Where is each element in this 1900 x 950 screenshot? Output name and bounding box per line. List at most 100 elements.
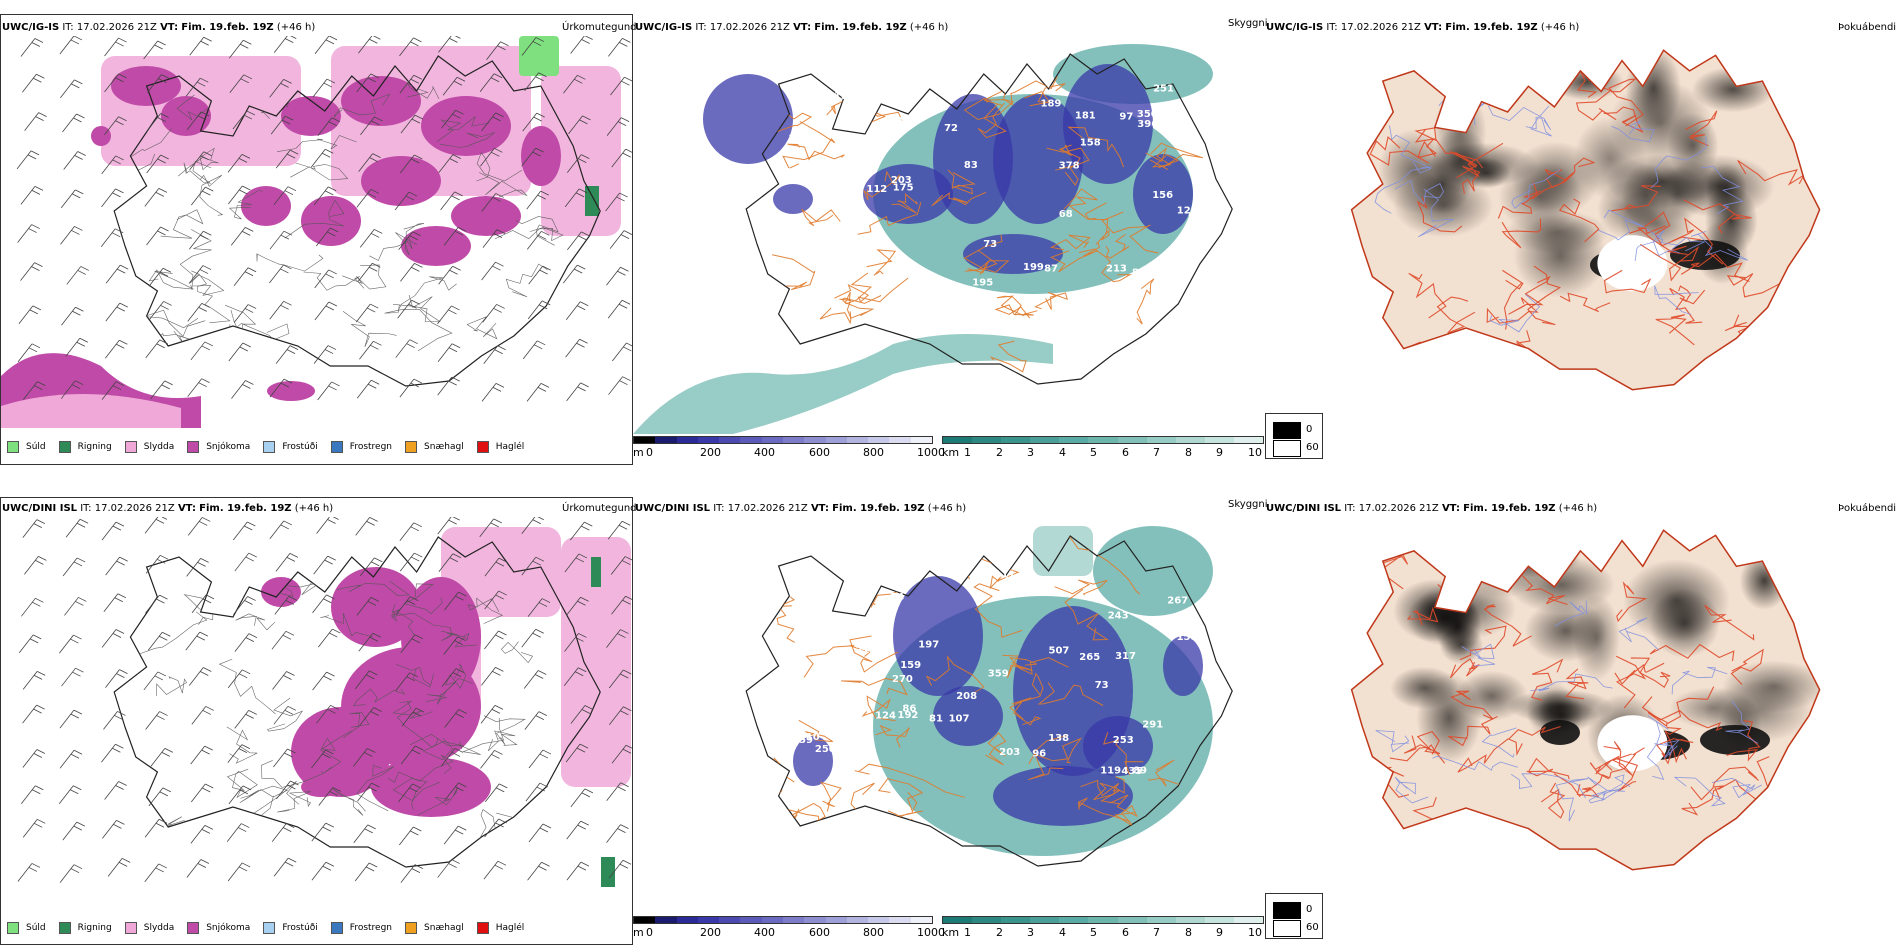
- fog-title-bottom: Þokuábendi: [1838, 503, 1897, 514]
- snow-area: [241, 186, 291, 226]
- scale-segment: [1088, 437, 1118, 443]
- visibility-value-label: 317: [1115, 651, 1136, 662]
- fog-legend-low-swatch: [1273, 422, 1301, 439]
- it-label: IT:: [62, 22, 74, 33]
- lead-time: (+46 h): [294, 503, 334, 514]
- visibility-value-label: 393: [849, 250, 870, 261]
- visibility-value-label: 212: [856, 645, 877, 656]
- visibility-value-label: 97: [1119, 111, 1133, 122]
- legend-swatch: [476, 922, 489, 934]
- legend-item: Haglél: [476, 922, 524, 934]
- visibility-value-label: 83: [964, 160, 978, 171]
- legend-item: Slydda: [124, 441, 174, 453]
- visibility-value-label: 192: [898, 710, 919, 721]
- legend-item: Rigning: [58, 441, 112, 453]
- snow-area: [91, 126, 111, 146]
- visibility-value-label: 378: [1059, 160, 1080, 171]
- scale-tick: 4: [1059, 926, 1066, 939]
- scale-segment: [719, 917, 741, 923]
- visibility-value-label: 259: [792, 735, 813, 746]
- visibility-m-area: [793, 736, 833, 786]
- precip-header-top: UWC/IG-IS IT: 17.02.2026 21Z VT: Fim. 19…: [2, 22, 315, 34]
- scale-tick: 8: [1185, 446, 1192, 459]
- fog-area: [1415, 579, 1517, 640]
- scale-segment: [1059, 917, 1089, 923]
- scale-segment: [740, 437, 762, 443]
- scale-segment: [1001, 437, 1031, 443]
- visibility-value-label: 119: [1100, 766, 1121, 777]
- visibility-m-area: [1063, 64, 1153, 184]
- scale-m-bottom: m 0 200 400 600 800 1000: [633, 916, 945, 942]
- vt-label: VT:: [793, 22, 812, 33]
- legend-label: Rigning: [77, 923, 112, 933]
- scale-segment: [825, 437, 847, 443]
- visibility-value-label: 85: [1132, 268, 1146, 279]
- scale-km-top: km 1 2 3 4 5 6 7 8 9 10: [942, 436, 1264, 462]
- visibility-value-label: 291: [1142, 720, 1163, 731]
- fog-header-top: UWC/IG-IS IT: 17.02.2026 21Z VT: Fim. 19…: [1266, 22, 1579, 34]
- it-label: IT:: [1344, 503, 1356, 514]
- vt-value: Fim. 19.feb. 19Z: [1445, 22, 1538, 33]
- fog-legend-high-label: 60: [1306, 442, 1319, 453]
- legend-swatch: [405, 441, 418, 453]
- snow-area: [281, 96, 341, 136]
- visibility-value-label: 396: [1137, 119, 1158, 130]
- visibility-value-label: 86: [902, 703, 916, 714]
- vt-value: Fim. 19.feb. 19Z: [814, 22, 907, 33]
- legend-swatch: [187, 441, 200, 453]
- fog-map-bottom: [1350, 529, 1821, 871]
- scale-segment: [634, 917, 656, 923]
- visibility-value-label: 265: [1079, 652, 1100, 663]
- rain-area: [601, 857, 615, 887]
- visibility-value-label: 181: [1075, 110, 1096, 121]
- legend-label: Frostúði: [282, 442, 318, 452]
- coastline: [745, 535, 1233, 867]
- it-label: IT:: [1326, 22, 1338, 33]
- visibility-value-label: 124: [875, 711, 896, 722]
- fog-area: [1505, 210, 1609, 255]
- scale-tick: 800: [863, 926, 884, 939]
- precip-header-bottom: UWC/DINI ISL IT: 17.02.2026 21Z VT: Fim.…: [2, 503, 333, 515]
- visibility-km-area: [633, 334, 1053, 434]
- scale-segment: [1001, 917, 1031, 923]
- legend-item: Frostúði: [263, 441, 318, 453]
- scale-tick: 9: [1216, 926, 1223, 939]
- scale-segment: [804, 917, 826, 923]
- visibility-value-label: 112: [866, 184, 887, 195]
- legend-swatch: [7, 441, 19, 453]
- fog-legend-high-swatch: [1273, 440, 1301, 457]
- visibility-value-label: 250: [815, 744, 836, 755]
- visibility-m-area: [893, 576, 983, 696]
- legend-label: Snjókoma: [206, 442, 251, 452]
- model-name: UWC/DINI ISL: [635, 503, 711, 514]
- visibility-value-label: 152: [834, 91, 855, 102]
- visibility-value-label: 81: [929, 713, 943, 724]
- visibility-value-label: 73: [983, 239, 997, 250]
- fog-legend-low-label: 0: [1306, 904, 1313, 915]
- legend-label: Slydda: [143, 923, 175, 933]
- scale-segment: [868, 437, 890, 443]
- visibility-value-label: 203: [891, 175, 912, 186]
- slydda-area: [441, 527, 561, 617]
- fog-area: [1454, 670, 1529, 722]
- vt-label: VT:: [1441, 503, 1460, 514]
- lead-time: (+46 h): [927, 503, 967, 514]
- scale-tick: 8: [1185, 926, 1192, 939]
- vt-value: Fim. 19.feb. 19Z: [199, 503, 292, 514]
- visibility-value-label: 122: [1177, 205, 1198, 216]
- vis-header-bottom: UWC/DINI ISL IT: 17.02.2026 21Z VT: Fim.…: [635, 503, 966, 515]
- scale-tick: 2: [996, 446, 1003, 459]
- it-value: 17.02.2026 21Z: [76, 22, 157, 33]
- scale-segment: [634, 437, 656, 443]
- visibility-value-label: 195: [972, 277, 993, 288]
- legend-item: Haglél: [476, 441, 524, 453]
- scale-segment: [1146, 917, 1176, 923]
- scale-tick: 4: [1059, 446, 1066, 459]
- fog-area: [1700, 725, 1770, 755]
- scale-tick: 1: [964, 446, 971, 459]
- scale-segment: [740, 917, 762, 923]
- precip-map-bottom: [17, 517, 632, 887]
- it-value: 17.02.2026 21Z: [709, 22, 790, 33]
- legend-item: Snæhagl: [405, 441, 464, 453]
- visibility-value-label: 87: [1044, 263, 1058, 274]
